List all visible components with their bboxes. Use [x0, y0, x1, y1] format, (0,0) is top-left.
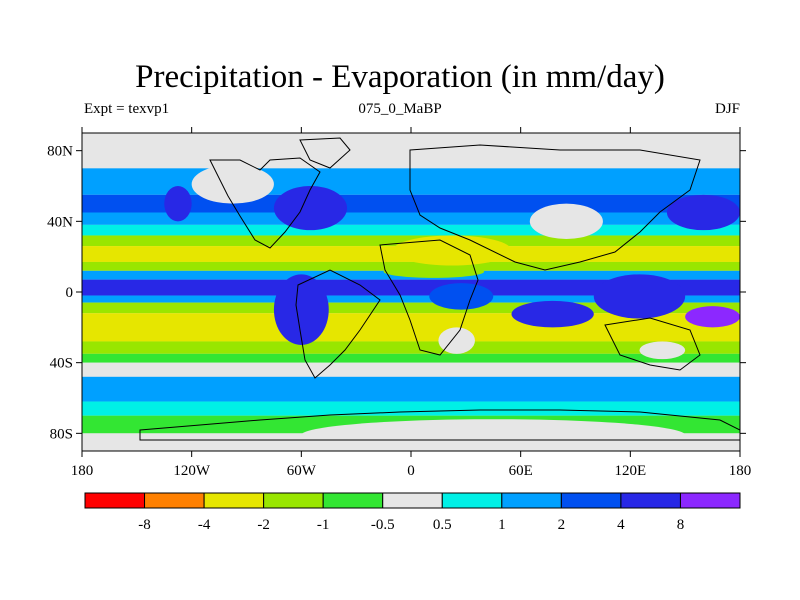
y-tick-label: 80S [50, 426, 73, 442]
colorbar-swatch [322, 492, 384, 509]
feature-8 [685, 306, 740, 328]
coastlines [139, 137, 740, 441]
feature-9 [666, 194, 740, 231]
time-label: 075_0_MaBP [358, 101, 442, 117]
coastline-australia [604, 317, 701, 371]
coastline-south-america [295, 269, 381, 379]
y-tick-label: 0 [66, 285, 74, 301]
colorbar-swatch [203, 492, 265, 509]
lat-band-14 [82, 353, 740, 363]
lat-band-10 [82, 295, 740, 303]
x-tick-label: 120W [173, 463, 211, 479]
colorbar-label: -0.5 [371, 517, 395, 533]
y-tick-label: 40S [50, 356, 73, 372]
colorbar-swatch [441, 492, 503, 509]
y-tick-label: 40N [47, 214, 73, 230]
feature-6 [511, 300, 594, 328]
feature-7 [593, 274, 686, 319]
plot-title: Precipitation - Evaporation (in mm/day) [135, 59, 665, 95]
feature-4 [438, 327, 475, 354]
map-axes: 180 120W 60W 0 60E 120E 180 80N 40N 0 40S 80S [47, 127, 751, 479]
feature-3 [429, 283, 494, 310]
colorbar-label: 0.5 [433, 517, 452, 533]
x-tick-label: 60E [509, 463, 533, 479]
lat-band-17 [82, 401, 740, 416]
lat-band-9 [82, 279, 740, 296]
coastline-africa [379, 239, 479, 356]
x-tick-label: 180 [729, 463, 752, 479]
feature-0 [529, 203, 603, 239]
y-tick-label: 80N [47, 144, 73, 160]
coastline-greenland [299, 137, 351, 169]
colorbar-label: -1 [317, 517, 330, 533]
feature-11 [164, 186, 192, 222]
feature-5 [273, 274, 329, 345]
coastline-antarctica [139, 409, 740, 441]
colorbar-label: -4 [198, 517, 211, 533]
feature-1 [392, 235, 512, 266]
colorbar-label: 2 [558, 517, 566, 533]
x-tick-label: 120E [614, 463, 646, 479]
feature-14 [301, 419, 686, 451]
lat-band-0 [82, 133, 740, 169]
colorbar-swatch [560, 492, 622, 509]
lat-band-13 [82, 341, 740, 354]
colorbar-label: 8 [677, 517, 685, 533]
colorbar-swatch [144, 492, 205, 509]
x-tick-label: 60W [287, 463, 317, 479]
lat-band-4 [82, 224, 740, 236]
colorbar-swatch [501, 492, 562, 509]
x-tick-label: 0 [407, 463, 415, 479]
feature-2 [383, 265, 485, 278]
colorbar: -8 -4 -2 -1 -0.5 0.5 1 2 4 8 [84, 492, 741, 533]
lat-band-11 [82, 302, 740, 314]
colorbar-swatch [263, 492, 324, 509]
colorbar-swatch [620, 492, 681, 509]
colorbar-swatch [382, 492, 443, 509]
feature-10 [273, 186, 348, 231]
feature-13 [639, 341, 686, 360]
x-tick-label: 180 [71, 463, 94, 479]
colorbar-label: 4 [617, 517, 625, 533]
colorbar-swatch [679, 492, 741, 509]
colorbar-label: -8 [138, 517, 151, 533]
regional-features [164, 164, 740, 451]
season-label: DJF [714, 101, 740, 117]
colorbar-swatch [84, 492, 146, 509]
colorbar-label: -2 [257, 517, 270, 533]
feature-12 [191, 164, 274, 204]
coastline-eurasia [409, 144, 701, 271]
lat-band-1 [82, 168, 740, 195]
coastline-north-america [209, 157, 321, 249]
colorbar-label: 1 [498, 517, 506, 533]
lat-band-16 [82, 376, 740, 402]
lat-band-15 [82, 362, 740, 377]
experiment-label: Expt = texvp1 [84, 101, 170, 117]
